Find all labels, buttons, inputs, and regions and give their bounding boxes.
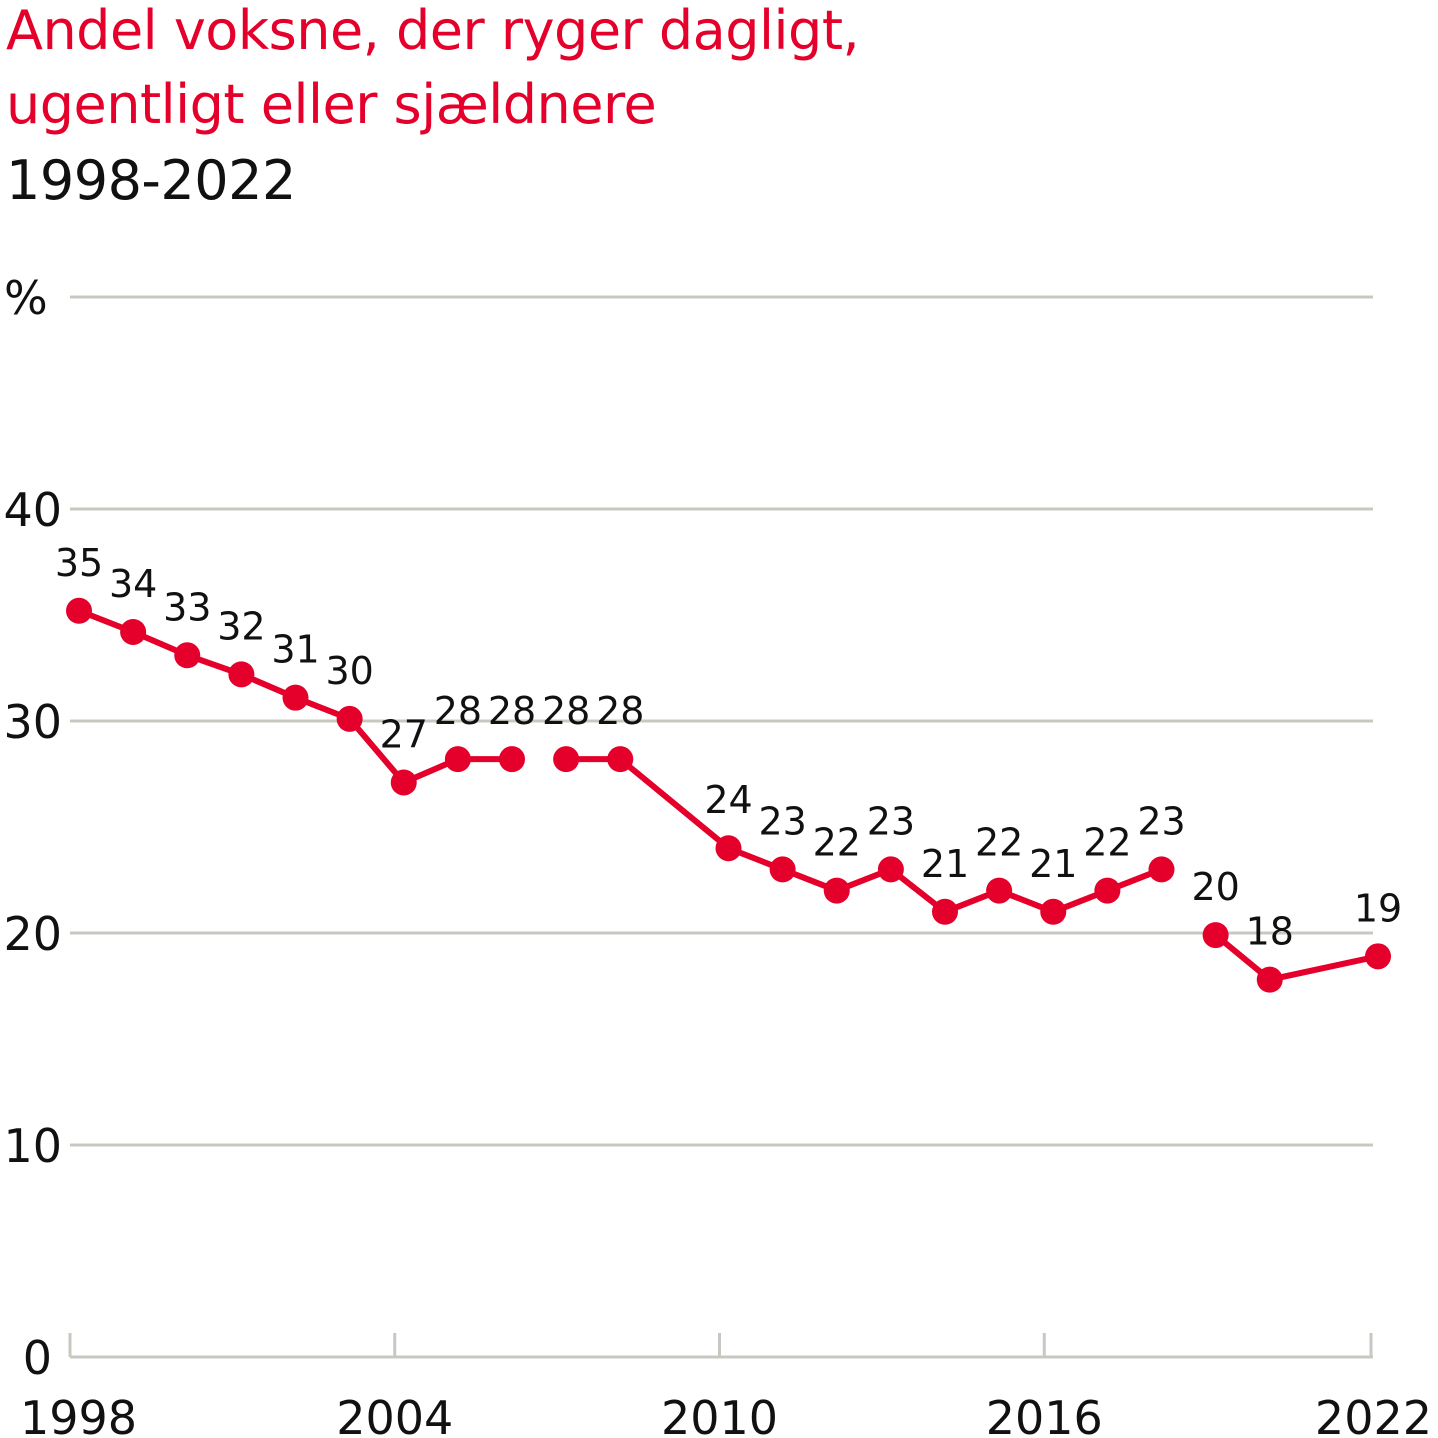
data-label-2012: 22 xyxy=(813,821,861,865)
data-point-2006 xyxy=(499,746,525,773)
data-label-2005: 28 xyxy=(434,689,482,733)
data-label-2020: 18 xyxy=(1246,910,1294,954)
data-point-1999 xyxy=(120,618,147,645)
chart-title-line-1: Andel voksne, der ryger dagligt, xyxy=(6,0,860,62)
y-tick-label-20: 20 xyxy=(3,907,62,961)
data-point-2003 xyxy=(336,705,363,732)
chart-subtitle: 1998-2022 xyxy=(6,149,296,212)
data-point-2019 xyxy=(1202,922,1229,949)
series-points xyxy=(66,597,1391,993)
chart-title-line-2: ugentligt eller sjældnere xyxy=(6,73,657,136)
data-label-2016: 21 xyxy=(1029,842,1077,886)
data-point-2001 xyxy=(228,661,255,688)
data-label-2004: 27 xyxy=(380,712,428,756)
data-label-2014: 21 xyxy=(921,842,969,886)
x-tick-label-2004: 2004 xyxy=(336,1391,453,1438)
y-axis-unit-label: % xyxy=(4,271,48,325)
data-label-2019: 20 xyxy=(1191,865,1239,909)
data-point-2008 xyxy=(607,746,634,773)
data-label-2000: 33 xyxy=(163,585,211,629)
y-tick-label-30: 30 xyxy=(3,695,62,749)
data-label-2001: 32 xyxy=(217,604,265,648)
data-point-2015 xyxy=(986,877,1013,904)
y-tick-label-10: 10 xyxy=(3,1119,62,1173)
data-point-2014 xyxy=(932,898,958,925)
data-point-2013 xyxy=(877,856,904,883)
data-label-2022: 19 xyxy=(1354,886,1402,930)
series-line-segment-3 xyxy=(1213,932,1379,983)
data-point-2007 xyxy=(553,746,580,773)
data-point-2016 xyxy=(1040,898,1067,925)
data-label-2018: 23 xyxy=(1137,799,1185,843)
data-point-1998 xyxy=(66,597,92,624)
data-label-2008: 28 xyxy=(596,689,644,733)
data-point-2022 xyxy=(1365,943,1391,970)
data-label-1999: 34 xyxy=(109,562,157,606)
y-tick-label-0: 0 xyxy=(23,1331,52,1385)
data-label-2010: 24 xyxy=(704,778,752,822)
data-point-2012 xyxy=(823,877,850,904)
data-point-2018 xyxy=(1148,856,1175,883)
data-point-2002 xyxy=(282,684,309,711)
data-point-2020 xyxy=(1256,966,1283,993)
grid-lines xyxy=(70,295,1373,1147)
data-label-2013: 23 xyxy=(867,799,915,843)
data-label-2015: 22 xyxy=(975,821,1023,865)
data-point-2017 xyxy=(1094,877,1121,904)
data-point-2010 xyxy=(715,835,742,862)
data-label-2017: 22 xyxy=(1083,821,1131,865)
data-label-2002: 31 xyxy=(271,628,319,672)
data-label-2011: 23 xyxy=(758,799,806,843)
data-point-2005 xyxy=(444,746,471,773)
x-tick-label-1998: 1998 xyxy=(20,1391,137,1438)
data-label-1998: 35 xyxy=(55,541,103,585)
data-point-2011 xyxy=(769,856,796,883)
x-tick-label-2022: 2022 xyxy=(1315,1391,1432,1438)
data-point-2000 xyxy=(174,642,201,669)
data-label-2007: 28 xyxy=(542,689,590,733)
x-tick-label-2010: 2010 xyxy=(661,1391,778,1438)
data-label-2003: 30 xyxy=(325,649,373,693)
data-label-2006: 28 xyxy=(488,689,536,733)
data-point-2004 xyxy=(390,769,417,796)
chart-title: Andel voksne, der ryger dagligt, ugentli… xyxy=(6,0,860,142)
y-tick-label-40: 40 xyxy=(3,483,62,537)
series-line-segment-2 xyxy=(566,756,1163,915)
x-tick-label-2016: 2016 xyxy=(986,1391,1103,1438)
